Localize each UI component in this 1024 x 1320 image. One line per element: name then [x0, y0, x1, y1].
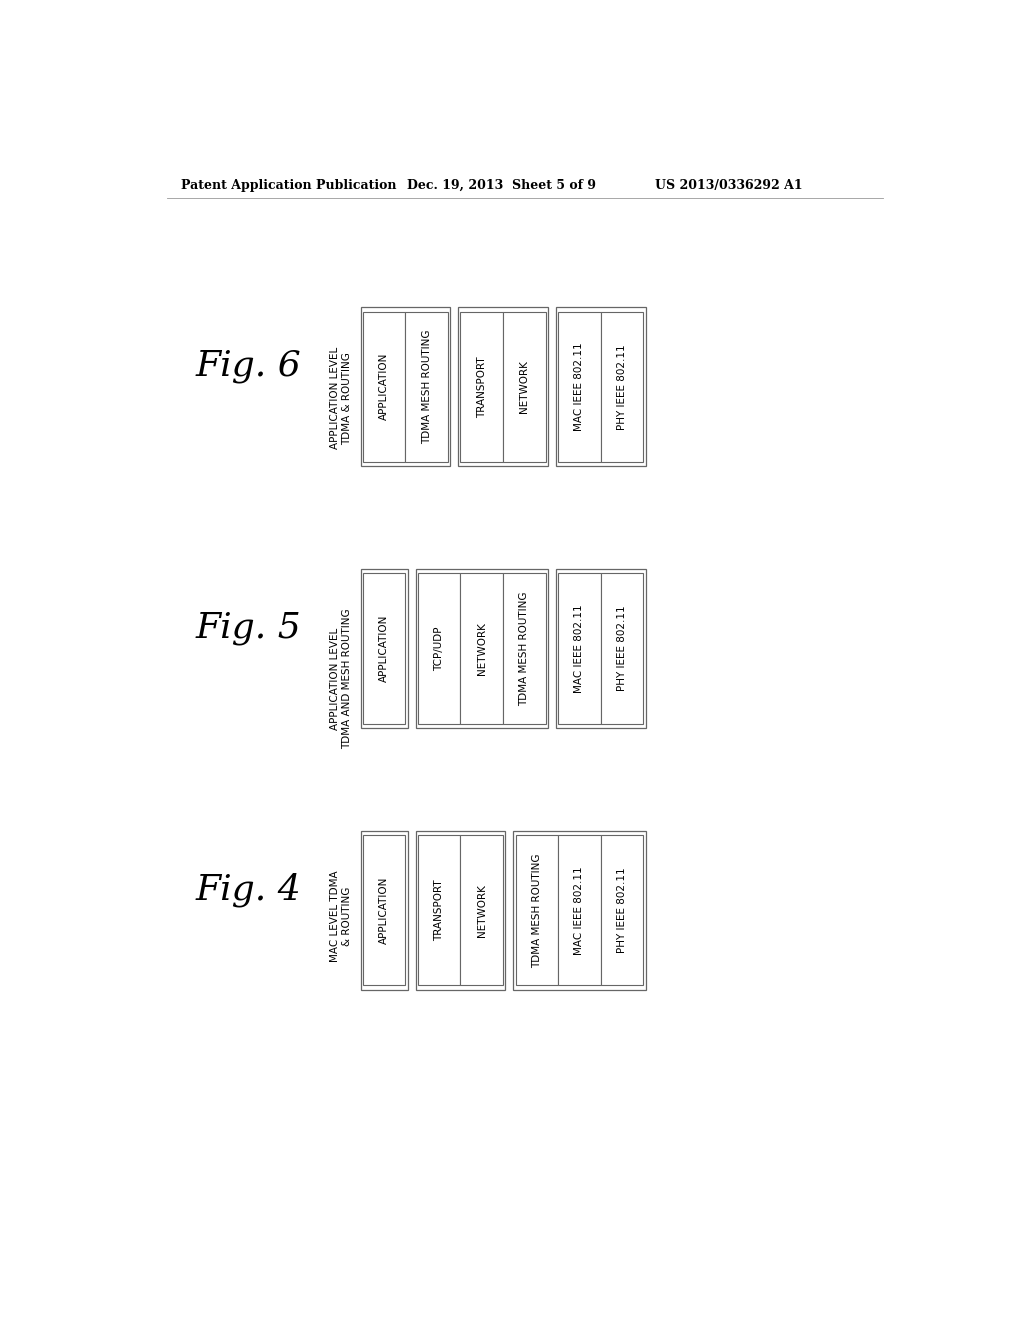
Text: APPLICATION: APPLICATION — [379, 352, 389, 420]
FancyBboxPatch shape — [601, 836, 643, 985]
Text: TDMA MESH ROUTING: TDMA MESH ROUTING — [519, 591, 529, 706]
FancyBboxPatch shape — [362, 312, 406, 462]
FancyBboxPatch shape — [558, 573, 601, 723]
FancyBboxPatch shape — [362, 836, 406, 985]
Text: TDMA MESH ROUTING: TDMA MESH ROUTING — [422, 330, 432, 444]
Text: TDMA MESH ROUTING: TDMA MESH ROUTING — [531, 853, 542, 968]
Text: Fig. 6: Fig. 6 — [196, 350, 301, 383]
Text: US 2013/0336292 A1: US 2013/0336292 A1 — [655, 178, 803, 191]
FancyBboxPatch shape — [556, 569, 646, 729]
FancyBboxPatch shape — [362, 573, 406, 723]
Text: Patent Application Publication: Patent Application Publication — [180, 178, 396, 191]
FancyBboxPatch shape — [601, 312, 643, 462]
Text: APPLICATION LEVEL
TDMA AND MESH ROUTING: APPLICATION LEVEL TDMA AND MESH ROUTING — [331, 609, 352, 750]
Text: NETWORK: NETWORK — [477, 622, 486, 675]
Text: TRANSPORT: TRANSPORT — [477, 356, 486, 417]
Text: TRANSPORT: TRANSPORT — [434, 879, 444, 941]
FancyBboxPatch shape — [558, 836, 601, 985]
Text: MAC IEEE 802.11: MAC IEEE 802.11 — [574, 605, 585, 693]
FancyBboxPatch shape — [461, 312, 503, 462]
Text: MAC IEEE 802.11: MAC IEEE 802.11 — [574, 866, 585, 954]
FancyBboxPatch shape — [461, 573, 503, 723]
FancyBboxPatch shape — [503, 312, 546, 462]
Text: NETWORK: NETWORK — [477, 884, 486, 937]
Text: Fig. 4: Fig. 4 — [196, 873, 301, 907]
Text: Fig. 5: Fig. 5 — [196, 611, 301, 645]
FancyBboxPatch shape — [418, 573, 461, 723]
FancyBboxPatch shape — [513, 830, 646, 990]
Text: MAC IEEE 802.11: MAC IEEE 802.11 — [574, 342, 585, 432]
Text: PHY IEEE 802.11: PHY IEEE 802.11 — [617, 345, 627, 429]
Text: APPLICATION: APPLICATION — [379, 615, 389, 682]
FancyBboxPatch shape — [360, 569, 408, 729]
FancyBboxPatch shape — [461, 836, 503, 985]
FancyBboxPatch shape — [406, 312, 449, 462]
FancyBboxPatch shape — [416, 569, 548, 729]
FancyBboxPatch shape — [556, 308, 646, 466]
Text: Dec. 19, 2013  Sheet 5 of 9: Dec. 19, 2013 Sheet 5 of 9 — [407, 178, 596, 191]
Text: TCP/UDP: TCP/UDP — [434, 626, 444, 671]
FancyBboxPatch shape — [503, 573, 546, 723]
Text: APPLICATION LEVEL
TDMA & ROUTING: APPLICATION LEVEL TDMA & ROUTING — [331, 347, 352, 449]
Text: PHY IEEE 802.11: PHY IEEE 802.11 — [617, 606, 627, 692]
FancyBboxPatch shape — [360, 308, 451, 466]
FancyBboxPatch shape — [418, 836, 461, 985]
FancyBboxPatch shape — [601, 573, 643, 723]
Text: PHY IEEE 802.11: PHY IEEE 802.11 — [617, 867, 627, 953]
FancyBboxPatch shape — [416, 830, 506, 990]
FancyBboxPatch shape — [360, 830, 408, 990]
FancyBboxPatch shape — [458, 308, 548, 466]
Text: APPLICATION: APPLICATION — [379, 876, 389, 944]
FancyBboxPatch shape — [558, 312, 601, 462]
Text: MAC LEVEL TDMA
& ROUTING: MAC LEVEL TDMA & ROUTING — [331, 871, 352, 962]
Text: NETWORK: NETWORK — [519, 360, 529, 413]
FancyBboxPatch shape — [515, 836, 558, 985]
